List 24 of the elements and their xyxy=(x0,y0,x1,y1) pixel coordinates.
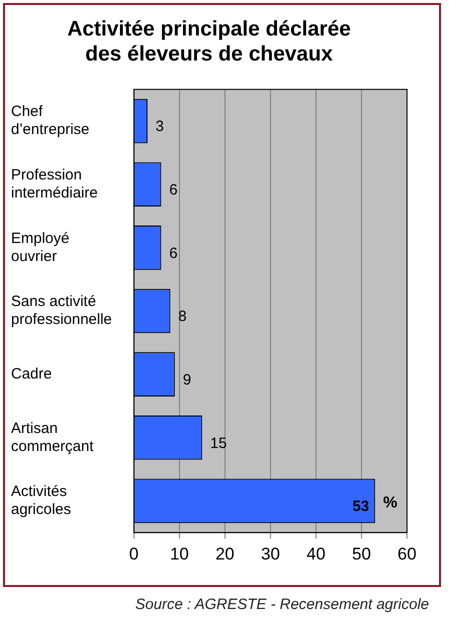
data-label: 6 xyxy=(169,244,178,262)
x-tick-label: 30 xyxy=(260,544,280,564)
x-tick-label: 40 xyxy=(306,544,326,564)
x-tick-label: 20 xyxy=(215,544,234,564)
y-tick-label: Sans activité professionnelle xyxy=(11,293,112,328)
data-label: 8 xyxy=(178,308,187,326)
data-label: 9 xyxy=(182,371,192,388)
y-tick-label: Employé ouvrier xyxy=(11,230,70,265)
y-tick-label: Activités agricoles xyxy=(11,483,72,518)
y-tick-label: Artisan commerçant xyxy=(11,420,94,455)
y-tick-label: Cadre xyxy=(11,365,52,382)
x-tick-label: 0 xyxy=(129,544,139,564)
y-tick-label: Chef d’entreprise xyxy=(11,103,90,138)
data-label: 15 xyxy=(210,434,227,452)
x-tick-label: 60 xyxy=(398,544,416,564)
x-tick-label: 10 xyxy=(170,544,189,564)
source-note: Source : AGRESTE - Recensement agricole xyxy=(135,596,429,613)
chart-title: Activitée principale déclarée des éleveurs de chevaux xyxy=(67,17,351,66)
data-label: 6 xyxy=(169,182,178,199)
data-label: 53 xyxy=(352,498,370,516)
x-tick-label: 50 xyxy=(352,544,371,564)
y-tick-label: Profession intermédiaire xyxy=(11,166,98,202)
annotation: % xyxy=(383,494,398,512)
data-label: 3 xyxy=(156,118,164,136)
